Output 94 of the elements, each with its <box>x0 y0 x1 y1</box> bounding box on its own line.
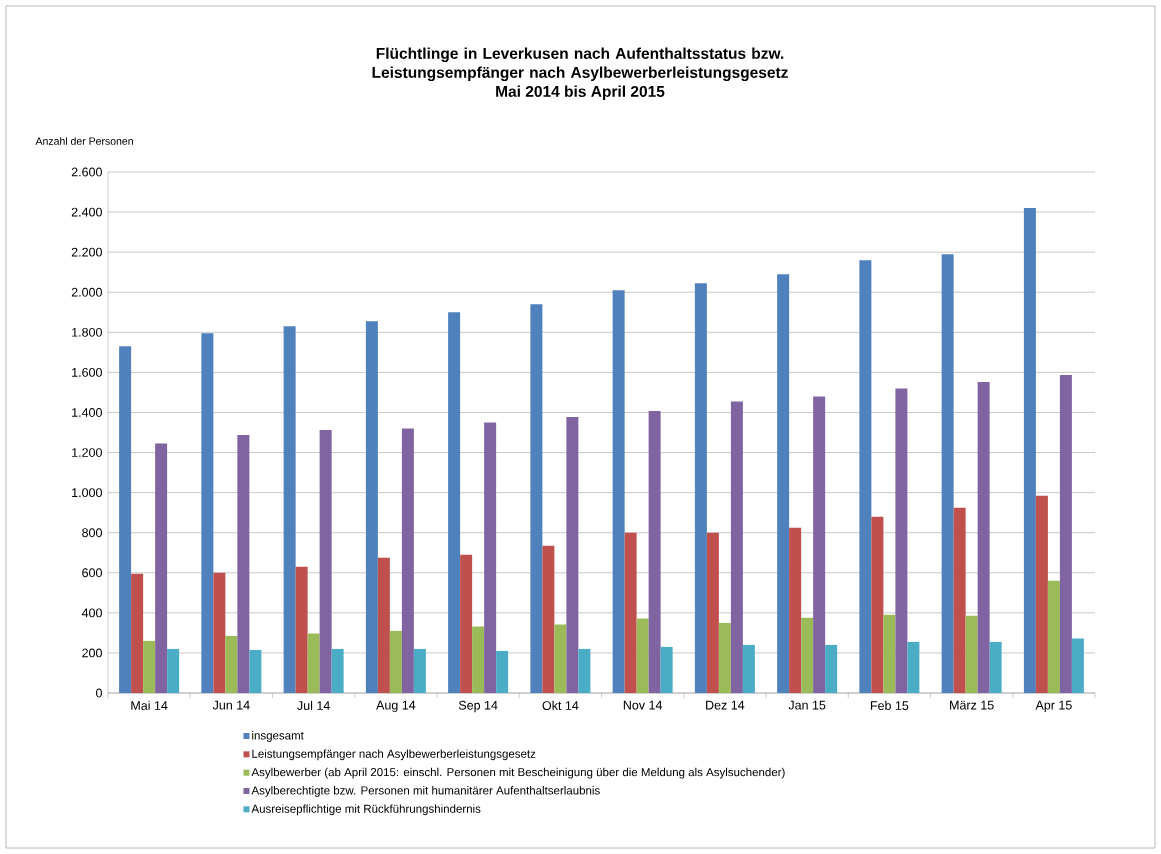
x-tick-label: Jun 14 <box>212 700 250 710</box>
x-tick-label: März 15 <box>950 700 994 710</box>
bar <box>1071 638 1084 694</box>
bar <box>941 254 954 694</box>
legend-label: Asylbewerber (ab April 2015: einschl. Personen mit Bescheinigung über die Meldung als Asylsuchender) <box>251 767 785 779</box>
bar <box>377 557 390 694</box>
bar <box>1059 375 1072 694</box>
bar <box>648 411 661 694</box>
y-tick-label: 2.200 <box>71 247 102 257</box>
bar <box>718 622 731 694</box>
y-tick-label: 800 <box>82 528 102 538</box>
y-tick-label: 1.800 <box>72 327 102 337</box>
bar <box>472 626 485 694</box>
y-tick-label: 1.200 <box>72 448 102 457</box>
bar <box>307 633 320 694</box>
bar <box>789 527 802 694</box>
y-tick-label: 600 <box>82 568 102 578</box>
x-tick-label: Apr 15 <box>1035 700 1072 712</box>
x-tick-label: Jul 14 <box>297 700 330 710</box>
y-tick-label: 2.400 <box>71 207 102 217</box>
x-tick-label: Sep 14 <box>458 700 498 713</box>
bar <box>225 635 238 694</box>
chart-subtitle: Mai 2014 bis April 2015 <box>496 85 665 100</box>
bar <box>953 507 966 694</box>
bar <box>977 382 990 694</box>
bar <box>283 326 296 694</box>
bar <box>636 618 649 694</box>
y-tick-label: 1.400 <box>72 408 102 417</box>
bar <box>612 290 625 694</box>
bar <box>777 274 790 694</box>
bar <box>448 312 461 694</box>
bar <box>401 428 414 694</box>
x-tick-label: Aug 14 <box>376 700 416 712</box>
y-tick-label: 1.600 <box>72 367 102 377</box>
y-axis-title: Anzahl der Personen <box>35 137 133 145</box>
bar <box>1047 580 1060 694</box>
legend-label: Asylberechtigte bzw. Personen mit humanitärer Aufenthaltserlaubnis <box>251 786 600 797</box>
bar <box>530 304 543 694</box>
bar <box>566 417 579 694</box>
bar <box>965 615 978 694</box>
bar <box>730 401 743 694</box>
x-tick-label: Mai 14 <box>131 700 168 710</box>
bar <box>1035 495 1048 694</box>
bar <box>871 516 884 694</box>
bar <box>213 572 226 694</box>
bar <box>484 422 497 694</box>
x-tick-label: Jan 15 <box>788 700 826 710</box>
bar <box>801 617 814 694</box>
bar <box>295 566 308 694</box>
x-tick-label: Okt 14 <box>542 700 579 710</box>
bar <box>167 648 180 694</box>
bar <box>542 545 555 694</box>
bar <box>319 430 332 694</box>
bar <box>694 283 707 694</box>
bar <box>706 532 719 694</box>
bar <box>249 649 262 694</box>
bar <box>237 435 250 694</box>
bar <box>989 641 1002 694</box>
x-tick-label: Nov 14 <box>623 700 663 710</box>
bar <box>496 650 509 694</box>
bar <box>1023 208 1036 694</box>
legend-label: Ausreisepflichtige mit Rückführungshindernis <box>251 804 481 816</box>
bar <box>907 641 920 694</box>
bar <box>660 646 673 694</box>
bar <box>742 644 755 694</box>
bar <box>813 396 826 694</box>
bar <box>131 573 144 694</box>
y-tick-label: 200 <box>82 648 102 658</box>
x-tick-label: Dez 14 <box>706 700 745 710</box>
bar <box>460 554 473 694</box>
bar <box>201 333 214 694</box>
y-tick-label: 2.600 <box>71 167 102 177</box>
bar <box>119 346 132 694</box>
bar <box>331 648 344 694</box>
y-tick-label: 1.000 <box>72 488 102 498</box>
bar <box>389 630 402 694</box>
legend-label: Leistungsempfänger nach Asylbewerberleistungsgesetz <box>252 749 536 761</box>
bar <box>365 321 378 694</box>
bar <box>624 532 637 694</box>
bar <box>413 648 426 694</box>
y-tick-label: 0 <box>96 688 102 698</box>
bar <box>895 388 908 694</box>
bar <box>143 640 156 694</box>
legend-label: insgesamt <box>252 731 304 742</box>
bar <box>883 614 896 694</box>
bar <box>578 648 591 694</box>
bar <box>554 624 567 694</box>
chart-title: Flüchtlinge in Leverkusen nach Aufenthaltsstatus bzw. Leistungsempfänger nach Asylbewerberleistungsgesetz <box>372 47 788 82</box>
bar <box>825 644 838 694</box>
x-tick-label: Feb 15 <box>870 700 909 710</box>
bar <box>859 260 872 694</box>
y-tick-label: 400 <box>81 608 102 618</box>
bar <box>155 443 168 694</box>
y-tick-label: 2.000 <box>71 287 102 297</box>
